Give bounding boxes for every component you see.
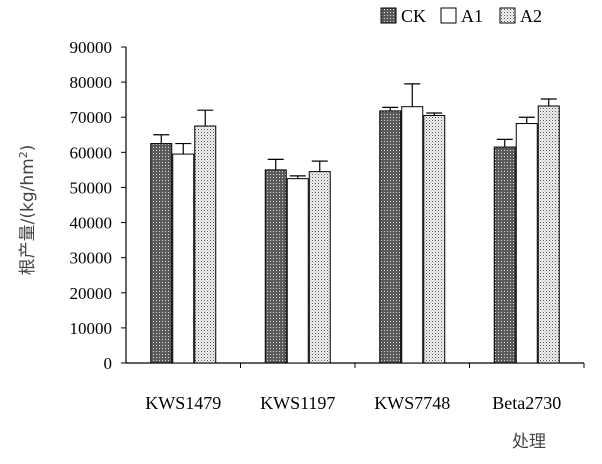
bar-a1-kws1197: [286, 178, 309, 364]
y-tick-label: 60000: [70, 143, 113, 162]
y-tick-label: 90000: [70, 38, 113, 57]
y-tick-label: 80000: [70, 73, 113, 92]
y-tick-label: 70000: [70, 108, 113, 127]
bar-a1-kws1479: [172, 153, 195, 364]
y-tick-label: 50000: [70, 178, 113, 197]
x-tick-label: KWS7748: [374, 393, 450, 413]
bar-ck-kws1479: [150, 143, 173, 364]
legend-label-a1: A1: [461, 6, 483, 26]
bar-a1-kws7748: [401, 106, 424, 364]
bar-ck-kws1197: [264, 169, 287, 364]
legend: CK A1 A2: [380, 6, 542, 26]
x-tick-label: KWS1197: [260, 393, 335, 413]
y-tick-label: 20000: [70, 284, 113, 303]
y-tick-label: 0: [104, 354, 113, 373]
bar-a2-beta2730: [537, 105, 560, 364]
y-tick-label: 30000: [70, 249, 113, 268]
bar-a2-kws1479: [194, 125, 217, 364]
legend-label-ck: CK: [401, 6, 426, 26]
x-tick-label: Beta2730: [492, 393, 561, 413]
bar-ck-beta2730: [493, 146, 516, 364]
x-axis-label: 处理: [512, 432, 546, 452]
bar-a1-beta2730: [515, 123, 538, 364]
legend-swatch-a1: [440, 7, 457, 24]
bar-ck-kws7748: [379, 110, 402, 364]
y-tick-label: 10000: [70, 319, 113, 338]
legend-swatch-ck: [380, 7, 397, 24]
y-tick-label: 40000: [70, 214, 113, 233]
legend-swatch-a2: [499, 7, 516, 24]
legend-label-a2: A2: [520, 6, 542, 26]
bar-a2-kws7748: [423, 114, 446, 364]
x-tick-label: KWS1479: [145, 393, 221, 413]
svg-text:根产量/(kg/hm2): 根产量/(kg/hm2): [17, 145, 38, 276]
y-axis-label: 根产量/(kg/hm2): [17, 145, 38, 276]
bar-a2-kws1197: [308, 171, 331, 364]
